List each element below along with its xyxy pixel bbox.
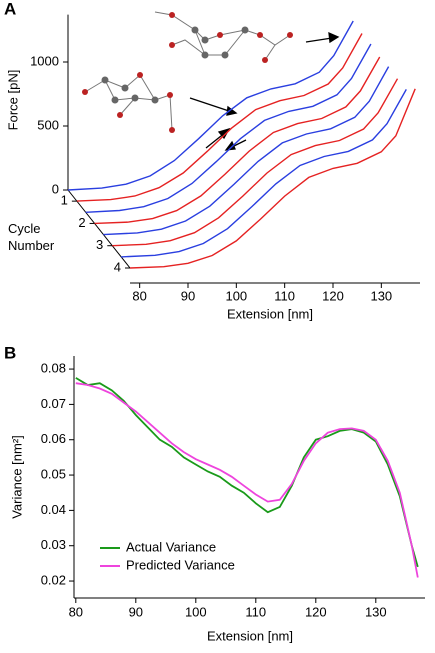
x-tick-label: 100	[185, 604, 207, 619]
y-tick-label: 0.06	[41, 431, 66, 446]
panel-label: B	[4, 343, 16, 362]
legend-label: Actual Variance	[126, 539, 216, 554]
z-tick-label: 3	[96, 237, 103, 252]
x-tick-label: 120	[322, 288, 344, 303]
arrows	[189, 31, 340, 151]
x-axis-label: Extension [nm]	[227, 306, 313, 321]
y-axis-label: Force [pN]	[5, 70, 20, 131]
x-tick-label: 120	[305, 604, 327, 619]
molecule-atoms	[82, 12, 293, 133]
z-tick-label: 1	[61, 193, 68, 208]
trace	[94, 56, 381, 225]
x-tick-label: 80	[132, 288, 146, 303]
z-axis-label: Cycle Number	[8, 221, 55, 253]
trace	[85, 43, 372, 213]
x-tick-label: 110	[274, 288, 295, 303]
x-tick-label: 80	[69, 604, 83, 619]
y-tick-label: 0.05	[41, 466, 66, 481]
x-tick-label: 110	[245, 604, 266, 619]
y-tick-label: 0.02	[41, 572, 66, 587]
y-tick-label: 0.04	[41, 502, 66, 517]
x-tick-label: 90	[129, 604, 143, 619]
y-tick-label: 1000	[30, 53, 59, 68]
y-tick-label: 0.03	[41, 537, 66, 552]
series-line	[75, 377, 419, 568]
trace	[67, 20, 354, 191]
y-tick-label: 0.07	[41, 396, 66, 411]
panel-label: A	[4, 0, 16, 18]
trace	[76, 33, 363, 202]
series-line	[75, 382, 419, 578]
x-tick-label: 130	[365, 604, 387, 619]
z-tick-label: 4	[114, 259, 121, 274]
trace	[103, 66, 390, 236]
legend-label: Predicted Variance	[126, 557, 235, 572]
x-tick-label: 100	[225, 288, 247, 303]
trace	[129, 88, 416, 269]
y-tick-label: 0.08	[41, 361, 66, 376]
trace	[121, 89, 407, 258]
x-tick-label: 90	[181, 288, 195, 303]
y-tick-label: 500	[37, 117, 59, 132]
z-axis	[67, 189, 131, 269]
x-axis-label: Extension [nm]	[207, 628, 293, 643]
y-tick-label: 0	[52, 181, 59, 196]
molecule-decoration	[84, 11, 291, 131]
y-axis-label: Variance [nm²]	[9, 435, 24, 519]
trace	[112, 78, 399, 247]
z-tick-label: 2	[78, 215, 85, 230]
x-tick-label: 130	[370, 288, 392, 303]
